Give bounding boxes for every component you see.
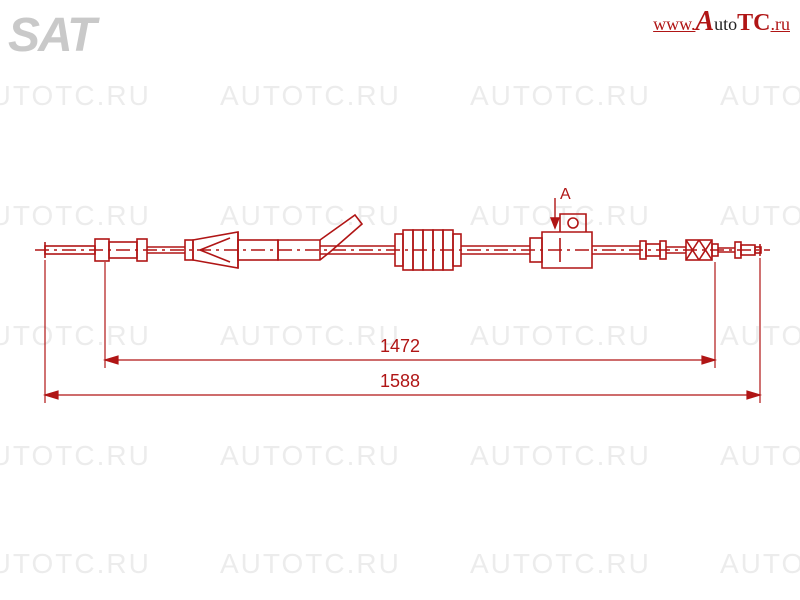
dimension-outer-label: 1588 [380,371,420,392]
section-arrow-label: A [560,186,571,204]
technical-drawing [0,0,800,600]
dimension-inner-label: 1472 [380,336,420,357]
